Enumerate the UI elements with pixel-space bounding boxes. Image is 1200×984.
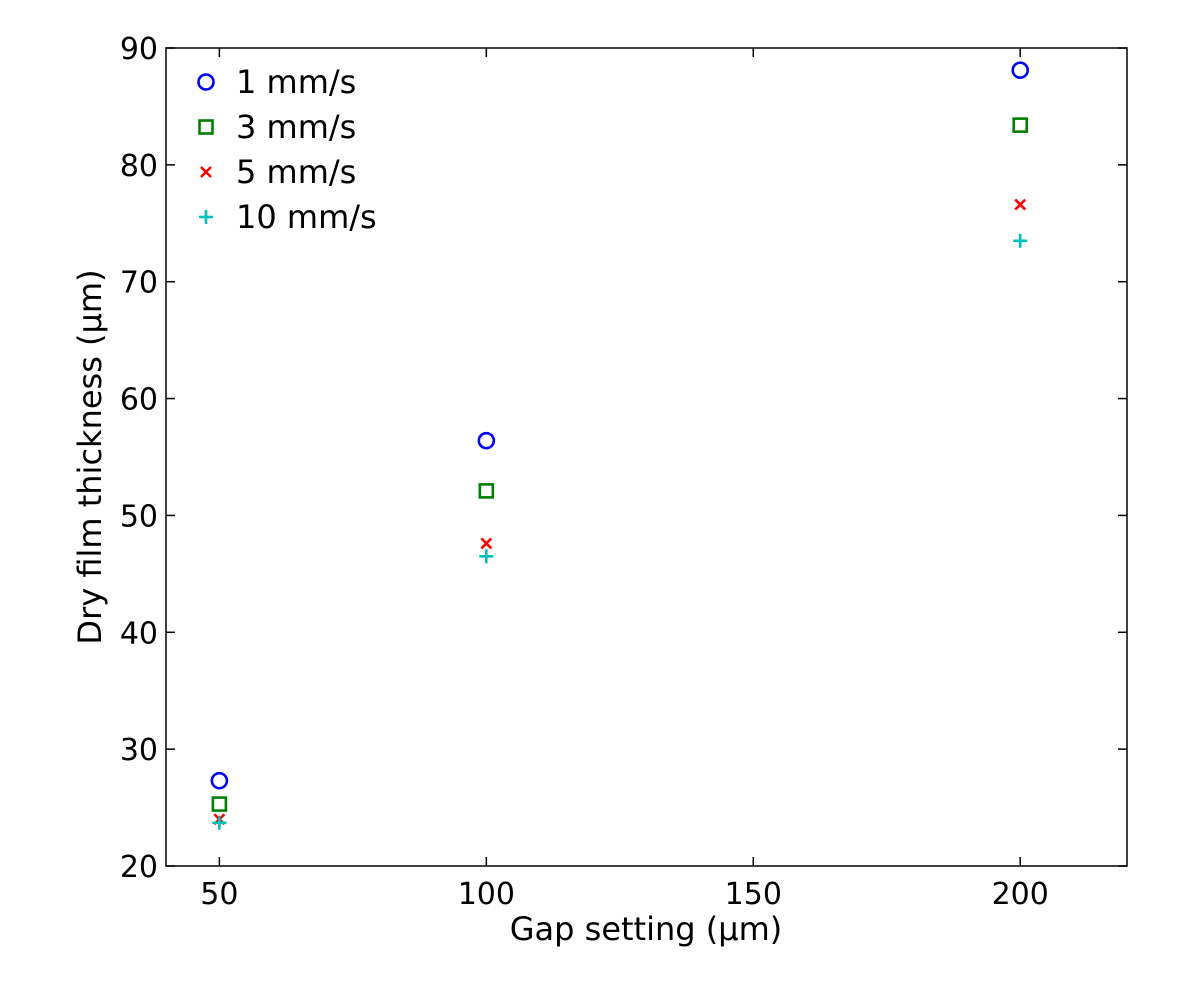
y-tick-label: 80 [120,149,158,184]
legend-label: 1 mm/s [236,63,356,101]
legend-label: 3 mm/s [236,108,356,146]
data-point-series-4 [212,815,227,830]
plot-layer [165,47,1128,867]
y-axis-label: Dry film thickness (µm) [71,269,109,644]
legend-marker [198,119,214,135]
data-point-series-1 [210,771,229,790]
data-point-series-4 [1013,233,1028,248]
x-marker-stroke [1014,198,1027,211]
data-point-series-2 [478,483,495,499]
points-layer [210,61,1030,830]
y-tick-label: 20 [120,850,158,885]
x-marker-stroke [480,537,493,550]
y-tick-label: 30 [120,733,158,768]
data-point-series-2 [211,796,228,812]
legend-marker [199,210,213,224]
y-tick-label: 90 [120,32,158,67]
x-tick-label: 150 [725,877,782,912]
data-point-series-1 [1011,61,1030,80]
data-point-series-3 [1014,198,1027,211]
data-point-series-3 [480,537,493,550]
data-point-series-4 [479,549,494,564]
legend-entry: 10 mm/s [199,198,377,236]
legend-label: 5 mm/s [236,153,356,191]
y-tick-label: 50 [120,499,158,534]
legend: 1 mm/s 3 mm/s 5 mm/s 10 mm/s [197,63,377,236]
legend-marker [197,73,215,91]
y-tick-label: 40 [120,616,158,651]
legend-entry: 3 mm/s [198,108,356,146]
x-axis-label: Gap setting (µm) [510,910,783,948]
legend-label: 10 mm/s [236,198,377,236]
legend-marker [200,166,212,178]
plot-frame [165,47,1128,867]
x-tick-label: 100 [458,877,515,912]
x-tick-label: 50 [200,877,238,912]
legend-entry: 5 mm/s [200,153,356,191]
y-tick-label: 70 [120,266,158,301]
x-marker-stroke [200,166,212,178]
y-tick-label: 60 [120,383,158,418]
x-tick-label: 200 [992,877,1049,912]
legend-entry: 1 mm/s [197,63,356,101]
data-point-series-1 [477,431,496,450]
ticks-layer: 50 100 150 200 20 30 40 50 60 70 80 90 [120,32,1127,912]
data-point-series-2 [1012,117,1029,133]
